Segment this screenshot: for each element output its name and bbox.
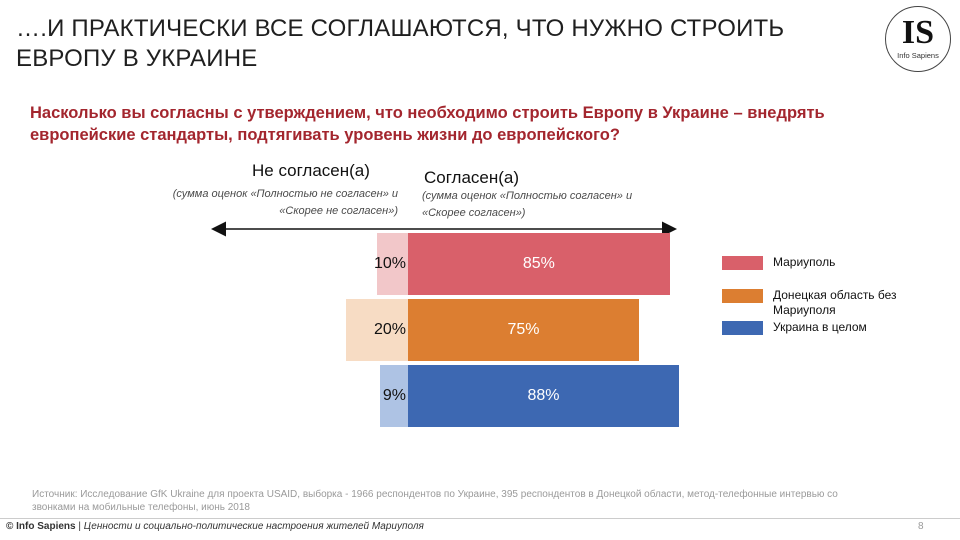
legend-swatch: [722, 321, 763, 335]
data-label-agree: 85%: [522, 255, 555, 272]
footer: © Info Sapiens | Ценности и социально-по…: [6, 521, 424, 532]
logo-letters: IS: [901, 14, 935, 51]
legend-swatch: [722, 256, 763, 270]
bar-disagree: [377, 233, 408, 295]
info-sapiens-logo: IS Info Sapiens: [885, 6, 951, 72]
bar-agree: [408, 365, 680, 427]
footer-brand: © Info Sapiens: [6, 521, 76, 532]
survey-question: Насколько вы согласны с утверждением, чт…: [30, 104, 825, 144]
direction-arrow: [211, 221, 677, 237]
page-title: ….И ПРАКТИЧЕСКИ ВСЕ СОГЛАШАЮТСЯ, ЧТО НУЖ…: [16, 15, 785, 72]
legend-label: Мариуполь: [773, 255, 836, 269]
page-number: 8: [918, 521, 924, 532]
data-label-disagree: 10%: [373, 255, 406, 272]
disagree-label: Не согласен(а): [252, 161, 370, 180]
data-label-agree: 75%: [507, 321, 540, 338]
legend-label: Украина в целом: [773, 320, 867, 334]
bar-agree: [408, 233, 670, 295]
legend-label: Донецкая область без Мариуполя: [773, 288, 897, 317]
data-label-agree: 88%: [527, 387, 560, 404]
disagree-note: (сумма оценок «Полностью не согласен» и …: [172, 188, 398, 217]
data-label-disagree: 9%: [382, 387, 406, 404]
agree-label: Согласен(а): [424, 168, 520, 187]
bar-agree: [408, 299, 639, 361]
data-label-disagree: 20%: [373, 321, 406, 338]
legend-swatch: [722, 289, 763, 303]
footer-separator: |: [75, 521, 84, 532]
logo-subtitle: Info Sapiens: [897, 51, 939, 60]
agree-note: (сумма оценок «Полностью согласен» и «Ск…: [422, 190, 633, 219]
footer-divider: [0, 518, 960, 519]
footer-report-title: Ценности и социально-политические настро…: [83, 521, 424, 532]
bar-disagree: [346, 299, 408, 361]
bar-disagree: [380, 365, 408, 427]
source-note: Источник: Исследование GfK Ukraine для п…: [32, 489, 838, 513]
